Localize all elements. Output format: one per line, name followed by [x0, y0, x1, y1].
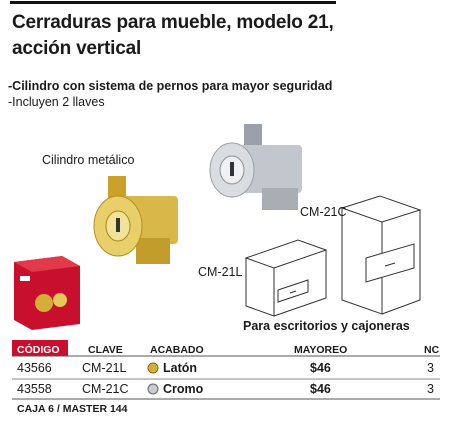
- top-rule: [10, 1, 336, 4]
- cell: $46: [310, 361, 331, 375]
- image-label: CM-21L: [198, 265, 243, 279]
- cell: Latón: [163, 361, 198, 375]
- desk-drawing: [244, 239, 328, 317]
- brass-swatch: [147, 362, 159, 374]
- column-header: CLAVE: [88, 344, 123, 356]
- chrome-lock: [209, 124, 302, 210]
- cell: $46: [310, 382, 331, 396]
- cell: 43566: [17, 361, 52, 375]
- cell: CM-21C: [82, 382, 129, 396]
- brass-lock: [93, 176, 178, 264]
- cell: 3: [427, 361, 434, 375]
- title-line: Cerraduras para mueble, modelo 21,: [12, 12, 334, 33]
- product-box: [14, 256, 80, 330]
- column-header: CÓDIGO: [17, 344, 60, 356]
- feature: -Cilindro con sistema de pernos para may…: [8, 79, 333, 93]
- image-label: Para escritorios y cajoneras: [243, 319, 410, 333]
- code-header-bg: [12, 340, 68, 356]
- chrome-swatch: [147, 383, 159, 395]
- cell: 3: [427, 382, 434, 396]
- cabinet-drawing: [340, 195, 422, 315]
- column-header: NC: [424, 344, 440, 356]
- feature: -Incluyen 2 llaves: [8, 95, 105, 109]
- cell: 43558: [17, 382, 52, 396]
- column-header: ACABADO: [150, 344, 204, 356]
- column-header: MAYOREO: [294, 344, 348, 356]
- image-label: Cilindro metálico: [42, 153, 135, 167]
- title-line: acción vertical: [12, 38, 142, 59]
- footer: CAJA 6 / MASTER 144: [17, 403, 128, 415]
- cell: CM-21L: [82, 361, 127, 375]
- cell: Cromo: [163, 382, 204, 396]
- image-label: CM-21C: [300, 205, 347, 219]
